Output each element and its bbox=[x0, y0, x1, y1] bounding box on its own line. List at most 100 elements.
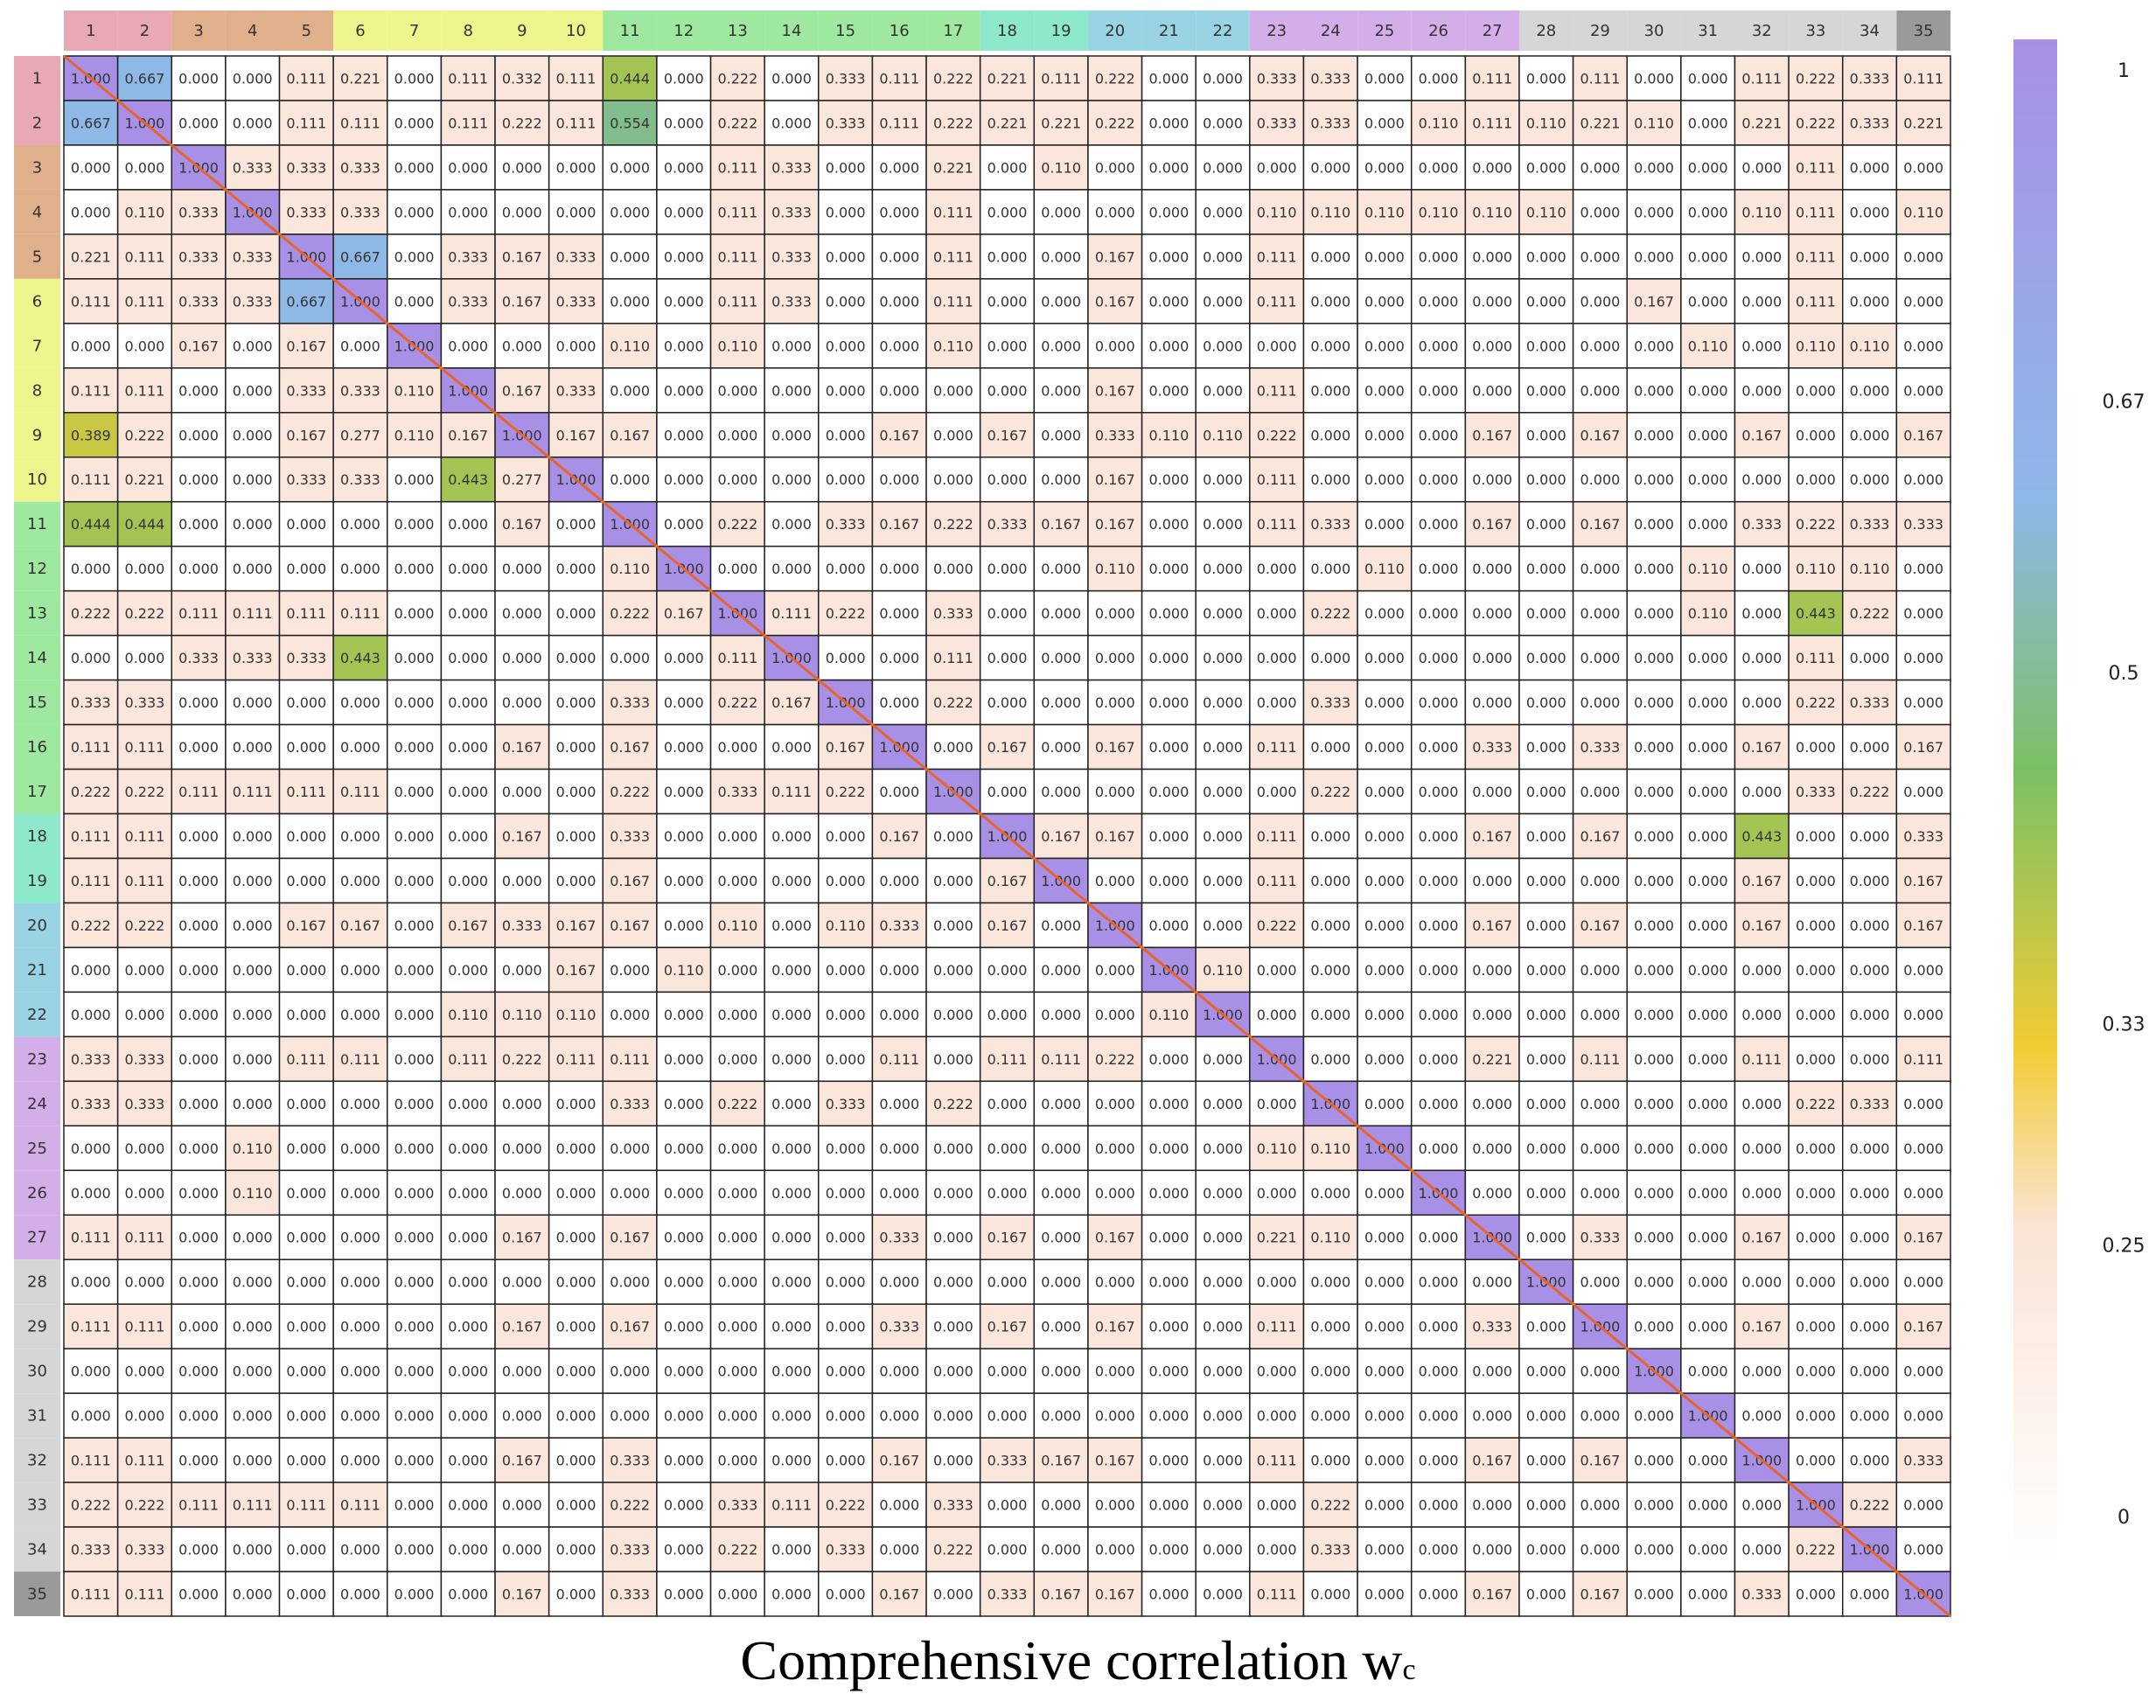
heatmap-cell-value: 0.333 bbox=[1257, 115, 1297, 131]
heatmap-cell: 0.000 bbox=[440, 1169, 496, 1217]
heatmap-cell: 0.000 bbox=[871, 367, 927, 414]
column-header: 11 bbox=[603, 10, 657, 51]
heatmap-cell-value: 0.000 bbox=[1796, 471, 1836, 488]
heatmap-cell: 0.221 bbox=[1033, 100, 1089, 146]
heatmap-cell: 0.000 bbox=[225, 1437, 281, 1483]
heatmap-cell: 0.000 bbox=[709, 991, 765, 1038]
row-header-label: 1 bbox=[32, 69, 42, 87]
heatmap-cell-value: 0.000 bbox=[1203, 784, 1243, 800]
heatmap-cell-bg bbox=[1302, 367, 1358, 414]
heatmap-cell-value: 0.111 bbox=[1257, 516, 1297, 533]
heatmap-cell: 0.000 bbox=[871, 1125, 927, 1172]
heatmap-cell-value: 0.000 bbox=[1310, 1586, 1350, 1603]
heatmap-cell-bg bbox=[1464, 278, 1520, 324]
heatmap-cell: 0.000 bbox=[332, 1571, 388, 1617]
heatmap-cell-value: 0.000 bbox=[1203, 1096, 1243, 1112]
heatmap-cell-value: 0.000 bbox=[1688, 1497, 1728, 1514]
heatmap-cell-value: 0.167 bbox=[178, 338, 219, 354]
heatmap-cell: 0.000 bbox=[548, 679, 604, 726]
heatmap-cell-value: 0.000 bbox=[1688, 1542, 1728, 1558]
heatmap-cell: 0.333 bbox=[1841, 100, 1898, 146]
heatmap-cell-value: 0.000 bbox=[286, 561, 326, 577]
heatmap-cell-bg bbox=[602, 144, 658, 191]
heatmap-cell-bg bbox=[656, 234, 712, 280]
heatmap-cell-value: 0.000 bbox=[340, 1363, 380, 1380]
heatmap-cell: 0.333 bbox=[979, 500, 1036, 547]
heatmap-cell-value: 0.000 bbox=[1741, 1096, 1782, 1112]
heatmap-cell-value: 0.000 bbox=[1903, 471, 1943, 488]
heatmap-cell-value: 0.333 bbox=[71, 1051, 111, 1068]
heatmap-cell-value: 0.000 bbox=[1095, 338, 1135, 354]
heatmap-cell: 0.000 bbox=[1572, 589, 1628, 637]
heatmap-cell-value: 0.000 bbox=[556, 561, 597, 577]
heatmap-cell: 0.167 bbox=[1572, 1437, 1628, 1483]
heatmap-cell-bg bbox=[1195, 367, 1251, 414]
row-headers: 1234567891011121314151617181920212223242… bbox=[14, 56, 60, 1616]
heatmap-cell: 0.000 bbox=[171, 991, 227, 1038]
heatmap-cell-value: 0.222 bbox=[71, 1497, 111, 1514]
heatmap-cell: 0.000 bbox=[1841, 144, 1898, 191]
heatmap-cell-value: 0.000 bbox=[1850, 1363, 1890, 1380]
heatmap-cell: 0.000 bbox=[1626, 1169, 1682, 1217]
heatmap-cell: 0.000 bbox=[440, 1437, 496, 1483]
heatmap-cell: 0.333 bbox=[925, 1481, 981, 1528]
heatmap-cell-value: 0.333 bbox=[987, 1586, 1028, 1603]
heatmap-cell: 0.222 bbox=[709, 1526, 765, 1572]
heatmap-cell: 0.111 bbox=[1249, 1571, 1305, 1617]
heatmap-cell-value: 0.111 bbox=[71, 873, 111, 889]
heatmap-cell-value: 0.000 bbox=[879, 1363, 919, 1380]
heatmap-cell-value: 0.000 bbox=[1688, 516, 1728, 533]
heatmap-cell-value: 0.000 bbox=[394, 70, 435, 87]
heatmap-cell-value: 0.000 bbox=[1796, 873, 1836, 889]
heatmap-cell-value: 0.000 bbox=[1688, 427, 1728, 443]
heatmap-cell-value: 0.000 bbox=[1796, 382, 1836, 399]
row-header: 25 bbox=[14, 1126, 60, 1171]
heatmap-cell: 0.000 bbox=[1680, 768, 1736, 815]
heatmap-cell: 0.000 bbox=[764, 367, 820, 414]
heatmap-cell-value: 0.000 bbox=[556, 1096, 597, 1112]
heatmap-cell: 0.000 bbox=[1141, 1125, 1197, 1172]
heatmap-cell-value: 0.000 bbox=[71, 962, 111, 979]
heatmap-cell-value: 0.000 bbox=[1903, 1007, 1943, 1023]
heatmap-cell: 0.000 bbox=[278, 1437, 334, 1483]
heatmap-cell-value: 0.000 bbox=[1419, 962, 1459, 979]
heatmap-cell-value: 0.000 bbox=[394, 1274, 435, 1291]
heatmap-cell-bg bbox=[656, 100, 712, 146]
heatmap-cell: 0.000 bbox=[278, 857, 334, 904]
heatmap-cell: 0.000 bbox=[1195, 367, 1251, 414]
heatmap-cell: 0.000 bbox=[387, 545, 443, 592]
heatmap-cell: 0.333 bbox=[116, 1080, 173, 1127]
heatmap-cell: 0.000 bbox=[656, 723, 712, 770]
heatmap-cell: 0.000 bbox=[871, 1258, 927, 1305]
heatmap-cell-value: 0.000 bbox=[1041, 962, 1081, 979]
heatmap-cell: 0.000 bbox=[818, 234, 874, 280]
heatmap-cell-value: 0.000 bbox=[556, 1363, 597, 1380]
heatmap-cell: 0.000 bbox=[602, 634, 658, 681]
heatmap-cell: 0.000 bbox=[925, 545, 981, 592]
heatmap-cell: 0.167 bbox=[871, 500, 927, 547]
heatmap-cell: 0.221 bbox=[1734, 100, 1790, 146]
heatmap-cell: 0.000 bbox=[979, 456, 1036, 503]
heatmap-cell-value: 0.000 bbox=[771, 1408, 812, 1425]
heatmap-cell-value: 0.167 bbox=[1472, 516, 1512, 533]
heatmap-cell-value: 0.000 bbox=[1095, 1497, 1135, 1514]
column-header: 22 bbox=[1196, 10, 1250, 51]
column-header-label: 3 bbox=[193, 22, 203, 40]
heatmap-cell-value: 0.111 bbox=[1580, 70, 1621, 87]
heatmap-cell-value: 0.000 bbox=[1850, 1586, 1890, 1603]
heatmap-cell-value: 0.110 bbox=[933, 338, 973, 354]
column-header: 28 bbox=[1518, 10, 1573, 51]
heatmap-cell: 0.000 bbox=[1302, 1392, 1358, 1439]
row-header-bg bbox=[14, 501, 60, 547]
heatmap-cell-value: 0.000 bbox=[1796, 1319, 1836, 1335]
heatmap-cell: 0.000 bbox=[116, 144, 173, 191]
heatmap-cell-bg bbox=[656, 55, 712, 101]
heatmap-cell-value: 0.167 bbox=[1741, 739, 1782, 756]
heatmap-cell: 0.000 bbox=[1895, 1125, 1951, 1172]
heatmap-cell-bg bbox=[1518, 278, 1574, 324]
heatmap-cell-value: 0.000 bbox=[717, 382, 757, 399]
column-header-bg bbox=[117, 10, 172, 51]
row-header-label: 29 bbox=[27, 1318, 47, 1336]
heatmap-cell-value: 0.000 bbox=[1526, 1051, 1566, 1068]
heatmap-cell: 0.333 bbox=[63, 679, 119, 726]
